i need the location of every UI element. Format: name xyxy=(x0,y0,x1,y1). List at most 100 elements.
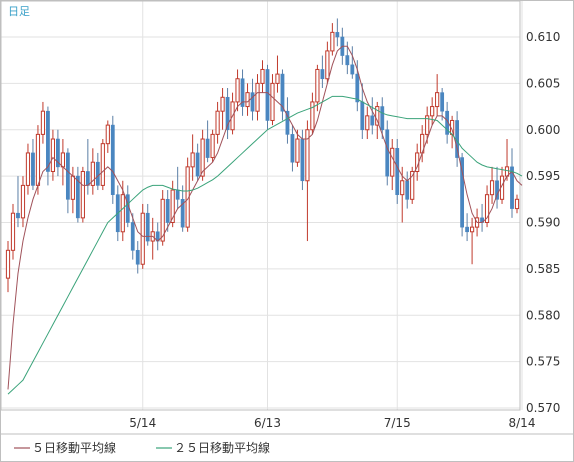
x-tick-label: 6/13 xyxy=(254,416,281,430)
candle xyxy=(305,120,310,242)
candle xyxy=(5,241,11,293)
candle-body xyxy=(5,249,11,279)
candle xyxy=(185,157,190,232)
candle-body xyxy=(110,124,115,195)
candle xyxy=(280,69,285,121)
candle xyxy=(290,125,295,172)
candle xyxy=(220,88,225,130)
candle xyxy=(205,120,210,163)
candle-body xyxy=(315,68,320,103)
candle xyxy=(235,69,240,112)
y-tick-label: 0.595 xyxy=(526,169,560,183)
y-tick-label: 0.570 xyxy=(526,401,560,415)
candle-body xyxy=(365,115,370,131)
candle xyxy=(75,166,80,223)
candle-body xyxy=(345,55,350,66)
candle xyxy=(495,166,499,209)
candle-body xyxy=(140,212,145,265)
candle xyxy=(365,106,370,140)
y-axis-ticks: 0.610 0.605 0.600 0.595 0.590 0.585 0.580 0.575… xyxy=(526,30,560,415)
x-tick-label: 5/14 xyxy=(129,416,156,430)
candle-body xyxy=(125,194,130,223)
candle-body xyxy=(469,226,475,233)
candle-body xyxy=(285,110,290,135)
candle xyxy=(320,55,325,89)
ma5-line xyxy=(7,45,523,390)
candle xyxy=(165,190,170,232)
candle-body xyxy=(75,175,80,219)
candle xyxy=(510,148,514,218)
candle xyxy=(100,139,105,191)
candle xyxy=(370,97,375,135)
candle xyxy=(135,241,140,274)
candle xyxy=(190,134,195,181)
candle xyxy=(390,139,395,191)
candle xyxy=(265,64,270,130)
candle-body xyxy=(410,170,415,200)
candle xyxy=(425,106,430,144)
candle xyxy=(514,194,520,214)
candle xyxy=(46,106,50,186)
candle-body xyxy=(35,133,41,186)
candle-body xyxy=(290,134,295,163)
x-tick-label: 8/14 xyxy=(509,416,536,430)
legend-label-ma5: ５日移動平均線 xyxy=(32,440,116,455)
legend: ５日移動平均線 ２５日移動平均線 xyxy=(14,440,270,455)
candle xyxy=(335,18,340,47)
candle xyxy=(395,139,400,204)
candle-body xyxy=(320,69,325,80)
candle xyxy=(440,88,445,121)
candle-body xyxy=(250,92,255,112)
candle-body xyxy=(60,152,65,168)
candle-body xyxy=(190,152,195,168)
candle-body xyxy=(360,101,365,131)
period-label[interactable]: 日足 xyxy=(8,5,30,18)
candle xyxy=(435,74,440,116)
candle-body xyxy=(440,92,445,112)
y-tick-label: 0.610 xyxy=(526,30,560,44)
candle-body xyxy=(510,166,514,209)
candle xyxy=(40,101,46,144)
candle xyxy=(255,74,260,121)
candle xyxy=(215,101,220,144)
candle xyxy=(310,92,315,135)
candle xyxy=(430,97,435,126)
candle-body xyxy=(245,92,250,108)
candle-body xyxy=(25,152,31,186)
candle xyxy=(489,166,495,204)
candle-body xyxy=(460,157,465,228)
candle-body xyxy=(240,78,245,107)
candle-body xyxy=(295,138,300,163)
candle-body xyxy=(20,184,26,219)
candle xyxy=(56,129,60,177)
candle xyxy=(170,180,175,228)
candle-body xyxy=(215,110,220,135)
candle xyxy=(31,139,35,191)
y-tick-label: 0.590 xyxy=(526,216,560,230)
candle-body xyxy=(425,115,430,135)
candle-body xyxy=(489,180,495,196)
candle-body xyxy=(90,161,95,186)
x-axis-ticks: 5/14 6/13 7/15 8/14 xyxy=(129,416,535,430)
candle-body xyxy=(300,138,305,182)
candle-body xyxy=(100,143,105,186)
candle-body xyxy=(16,212,20,219)
candle xyxy=(25,143,31,195)
candle-body xyxy=(205,138,210,158)
candle-body xyxy=(40,110,46,135)
candle-body xyxy=(135,250,140,265)
candle-body xyxy=(514,198,520,210)
candle xyxy=(484,185,490,228)
candle-body xyxy=(46,110,50,172)
candle-body xyxy=(265,69,270,121)
candle xyxy=(245,83,250,116)
candle-body xyxy=(380,106,385,131)
candle xyxy=(325,41,330,84)
candle-body xyxy=(350,64,355,75)
candle xyxy=(110,115,115,204)
moving-averages xyxy=(7,45,523,395)
candle xyxy=(180,185,185,232)
candle xyxy=(195,143,200,181)
